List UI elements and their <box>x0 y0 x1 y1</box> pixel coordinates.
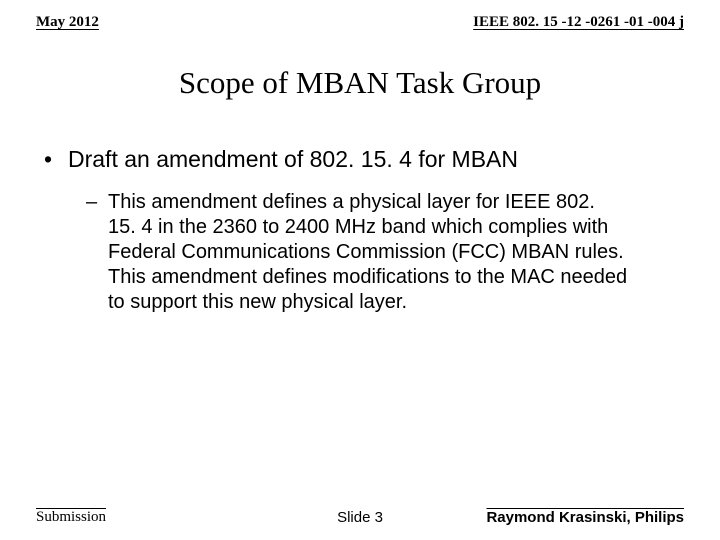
bullet-l2-text: This amendment defines a physical layer … <box>108 190 628 315</box>
content-area: • Draft an amendment of 802. 15. 4 for M… <box>0 101 720 315</box>
footer: Submission Slide 3 Raymond Krasinski, Ph… <box>36 509 684 526</box>
header: May 2012 IEEE 802. 15 -12 -0261 -01 -004… <box>0 0 720 31</box>
header-doc-id: IEEE 802. 15 -12 -0261 -01 -004 j <box>473 14 684 31</box>
bullet-dot-icon: • <box>42 145 68 174</box>
header-date: May 2012 <box>36 14 99 31</box>
bullet-dash-icon: – <box>86 190 108 215</box>
footer-slide-number: Slide 3 <box>337 509 383 526</box>
slide-title: Scope of MBAN Task Group <box>0 65 720 101</box>
bullet-level-1: • Draft an amendment of 802. 15. 4 for M… <box>42 145 678 174</box>
footer-left: Submission <box>36 509 106 526</box>
footer-author: Raymond Krasinski, Philips <box>486 509 684 526</box>
bullet-level-2: – This amendment defines a physical laye… <box>42 190 678 315</box>
bullet-l1-text: Draft an amendment of 802. 15. 4 for MBA… <box>68 145 518 174</box>
